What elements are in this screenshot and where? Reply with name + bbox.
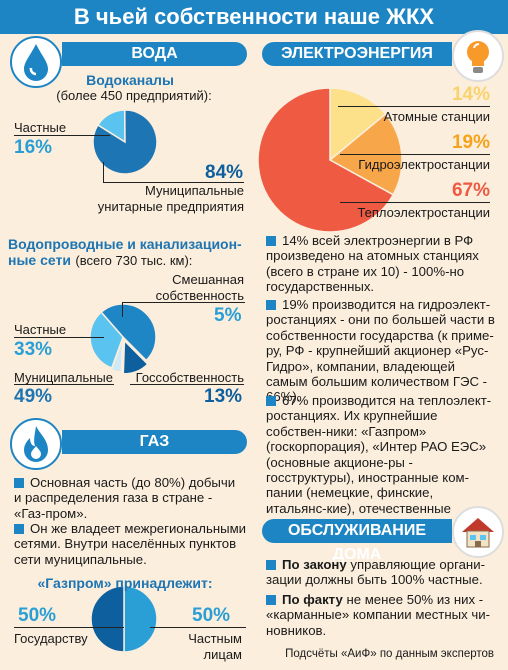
vodokanaly-muni-pct: 84% (205, 162, 244, 183)
networks-state-leader (130, 384, 244, 385)
electricity-nuclear-leader (338, 106, 490, 107)
footer-source: Подсчёты «АиФ» по данным экспертов (285, 648, 494, 660)
networks-state-label: Госсобственность (135, 370, 244, 385)
electricity-bullet-1 (266, 236, 276, 246)
pie-slice-thermal (257, 87, 395, 233)
vodokanaly-title: Водоканалы (86, 72, 174, 88)
networks-muni-label: Муниципальные (14, 370, 114, 385)
networks-mixed-label-2: собственность (155, 288, 244, 303)
house-icon (452, 506, 504, 558)
housing-paragraph-1: По закону управляющие органи-зации должн… (266, 557, 496, 588)
networks-private-leader (14, 337, 104, 338)
gazprom-state-pct: 50% (18, 605, 57, 626)
vodokanaly-private-label: Частные (14, 120, 67, 135)
networks-mixed-label-1: Смешанная (172, 272, 244, 287)
networks-muni-leader (14, 384, 114, 385)
networks-private-pct: 33% (14, 339, 53, 360)
electricity-thermal-label: Теплоэлектростанции (357, 205, 490, 220)
pie-slice-mixed (110, 338, 124, 373)
vodokanaly-private-leader (14, 135, 110, 136)
vodokanaly-muni-label-1: Муниципальные (144, 183, 244, 198)
pie-slice-state (122, 338, 149, 375)
electricity-hydro-label: Гидроэлектростанции (358, 157, 490, 172)
electricity-bullet-3 (266, 396, 276, 406)
housing-bullet-2 (266, 595, 276, 605)
electricity-hydro-leader (340, 154, 490, 155)
networks-title-2: ные сети (8, 252, 71, 268)
housing-p1-bold: По закону (282, 557, 347, 572)
gazprom-title: «Газпром» принадлежит: (37, 575, 213, 591)
page-title: В чьей собственности наше ЖКХ (0, 0, 508, 34)
housing-paragraph-2: По факту не менее 50% из них - «карманны… (266, 592, 496, 638)
pie-slice-private-persons (123, 585, 158, 653)
electricity-paragraph-2: 19% производится на гидроэлект-ростанция… (266, 297, 495, 405)
electricity-nuclear-pct: 14% (451, 84, 490, 105)
gazprom-private-pct: 50% (192, 605, 231, 626)
networks-title-1: Водопроводные и канализацион- (8, 236, 242, 252)
networks-title-2-row: ные сети (всего 730 тыс. км): (8, 252, 192, 270)
gas-bullet-1 (14, 478, 24, 488)
housing-p1-rest: управляющие органи-зации должны быть 100… (266, 557, 485, 588)
vodokanaly-muni-label-2: унитарные предприятия (97, 199, 244, 214)
pie-slice-state (90, 585, 125, 653)
networks-private-label: Частные (14, 322, 67, 337)
networks-mixed-leader (122, 302, 245, 317)
housing-bullet-1 (266, 560, 276, 570)
electricity-hydro-pct: 19% (451, 132, 490, 153)
gazprom-private-label-1: Частным (188, 631, 242, 646)
housing-p2-bold: По факту (282, 592, 343, 607)
electricity-thermal-pct: 67% (451, 180, 490, 201)
gas-section-header: ГАЗ (62, 430, 247, 454)
gas-paragraph-1: Основная часть (до 80%) добычи и распред… (14, 475, 236, 521)
electricity-thermal-leader (340, 202, 490, 203)
networks-state-pct: 13% (204, 386, 243, 407)
gas-flame-icon (10, 418, 62, 470)
gas-bullet-2 (14, 524, 24, 534)
water-drop-icon (10, 36, 62, 88)
networks-subtitle: (всего 730 тыс. км): (75, 253, 193, 268)
electricity-paragraph-3: 67% производится на теплоэлект-ростанция… (266, 393, 492, 531)
gas-paragraph-2: Он же владеет межрегиональными сетями. В… (14, 521, 247, 567)
pie-slice-municipal (100, 303, 157, 362)
electricity-paragraph-1: 14% всей электроэнергии в РФ произведено… (266, 233, 479, 295)
networks-mixed-pct: 5% (214, 305, 242, 326)
electricity-bullet-2 (266, 300, 276, 310)
electricity-nuclear-label: Атомные станции (383, 109, 490, 124)
pie-slice-municipal (92, 109, 158, 175)
gazprom-state-leader (14, 627, 124, 628)
gazprom-private-leader (150, 627, 246, 628)
housing-section-header: ОБСЛУЖИВАНИЕ ДОМА (262, 519, 452, 563)
pie-slice-private (89, 311, 124, 369)
vodokanaly-muni-leader (103, 162, 244, 183)
light-bulb-icon (452, 30, 504, 82)
electricity-section-header: ЭЛЕКТРОЭНЕРГИЯ (262, 42, 452, 66)
housing-p2-rest: не менее 50% из них - «карманные» компан… (266, 592, 490, 638)
gazprom-state-label: Государству (14, 631, 88, 646)
vodokanaly-private-pct: 16% (14, 137, 53, 158)
vodokanaly-subtitle: (более 450 предприятий): (56, 88, 212, 103)
networks-muni-pct: 49% (14, 386, 53, 407)
water-section-header: ВОДА (62, 42, 247, 66)
gazprom-private-label-2: лицам (203, 647, 242, 662)
